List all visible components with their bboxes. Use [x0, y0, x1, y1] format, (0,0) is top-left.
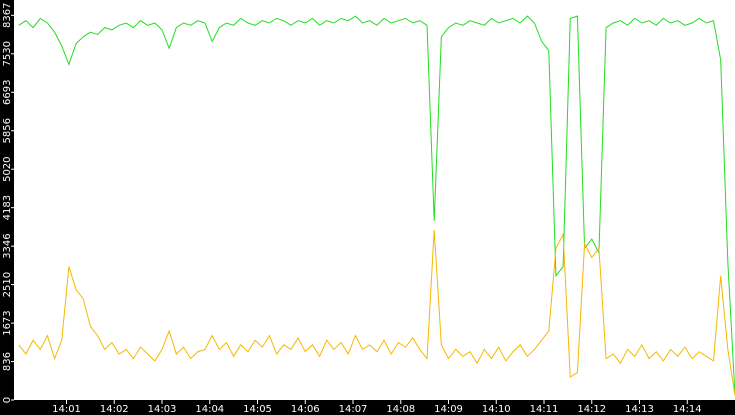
x-tick-label: 14:03	[148, 404, 177, 415]
x-tick-label: 14:14	[673, 404, 702, 415]
y-tick-label: 5856	[2, 118, 13, 143]
y-tick-label: 836	[2, 352, 13, 371]
x-tick-label: 14:09	[434, 404, 463, 415]
series-line	[18, 229, 735, 396]
y-tick-label: 7530	[2, 41, 13, 66]
x-tick-label: 14:05	[243, 404, 272, 415]
y-tick-label: 2510	[2, 272, 13, 297]
series-line	[18, 15, 735, 396]
y-tick-label: 6693	[2, 80, 13, 105]
x-tick-label: 14:01	[52, 404, 81, 415]
x-tick-label: 14:08	[386, 404, 415, 415]
x-tick-label: 14:06	[291, 404, 320, 415]
y-tick-label: 1673	[2, 310, 13, 335]
y-tick-label: 3346	[2, 233, 13, 258]
y-tick-label: 0	[2, 397, 13, 403]
y-tick-label: 8367	[2, 3, 13, 28]
x-tick-label: 14:11	[530, 404, 559, 415]
x-tick-label: 14:12	[577, 404, 606, 415]
x-tick-label: 14:02	[100, 404, 129, 415]
y-tick-label: 4183	[2, 195, 13, 220]
x-tick-label: 14:10	[482, 404, 511, 415]
y-tick-label: 5020	[2, 156, 13, 181]
x-tick-label: 14:07	[339, 404, 368, 415]
x-tick-label: 14:13	[625, 404, 654, 415]
plot-area	[14, 0, 735, 400]
x-tick-label: 14:04	[195, 404, 224, 415]
